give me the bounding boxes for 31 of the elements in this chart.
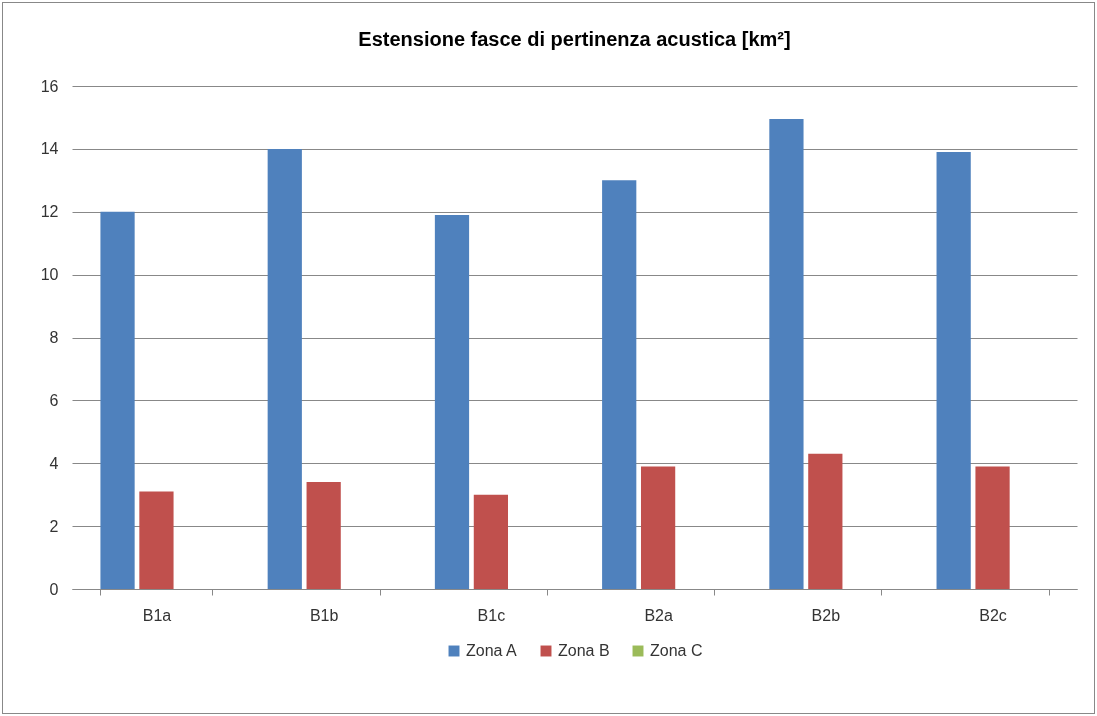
y-tick-label: 10 — [40, 266, 59, 284]
x-tick-label: B2b — [811, 606, 841, 624]
bar — [100, 211, 135, 589]
legend-label: Zona C — [650, 642, 703, 659]
y-tick-label: 4 — [49, 454, 59, 472]
bar — [267, 148, 302, 589]
x-tick-label: B1c — [477, 606, 506, 624]
bar — [640, 466, 676, 589]
bar — [434, 214, 470, 589]
y-tick-label: 16 — [40, 77, 59, 95]
legend-label: Zona A — [466, 642, 518, 659]
bar — [769, 119, 804, 589]
chart-title: Estensione fasce di pertinenza acustica [km²] — [358, 28, 791, 50]
y-tick-label: 2 — [49, 517, 59, 535]
bar — [808, 453, 843, 589]
bar — [602, 180, 637, 589]
x-tick-label: B1b — [309, 606, 339, 624]
bar — [473, 494, 509, 589]
y-tick-label: 12 — [40, 203, 59, 221]
y-tick-label: 6 — [49, 391, 59, 409]
y-tick-label: 8 — [49, 329, 59, 346]
y-tick-label: 0 — [49, 580, 59, 598]
legend-label: Zona B — [558, 642, 610, 659]
x-tick-label: B2a — [644, 606, 673, 624]
x-tick-label: B2c — [979, 606, 1007, 624]
bar — [936, 152, 971, 589]
bar — [306, 482, 341, 589]
bar — [975, 466, 1010, 589]
x-tick-label: B1a — [142, 606, 172, 624]
y-tick-label: 14 — [40, 140, 59, 158]
bar — [139, 491, 174, 589]
